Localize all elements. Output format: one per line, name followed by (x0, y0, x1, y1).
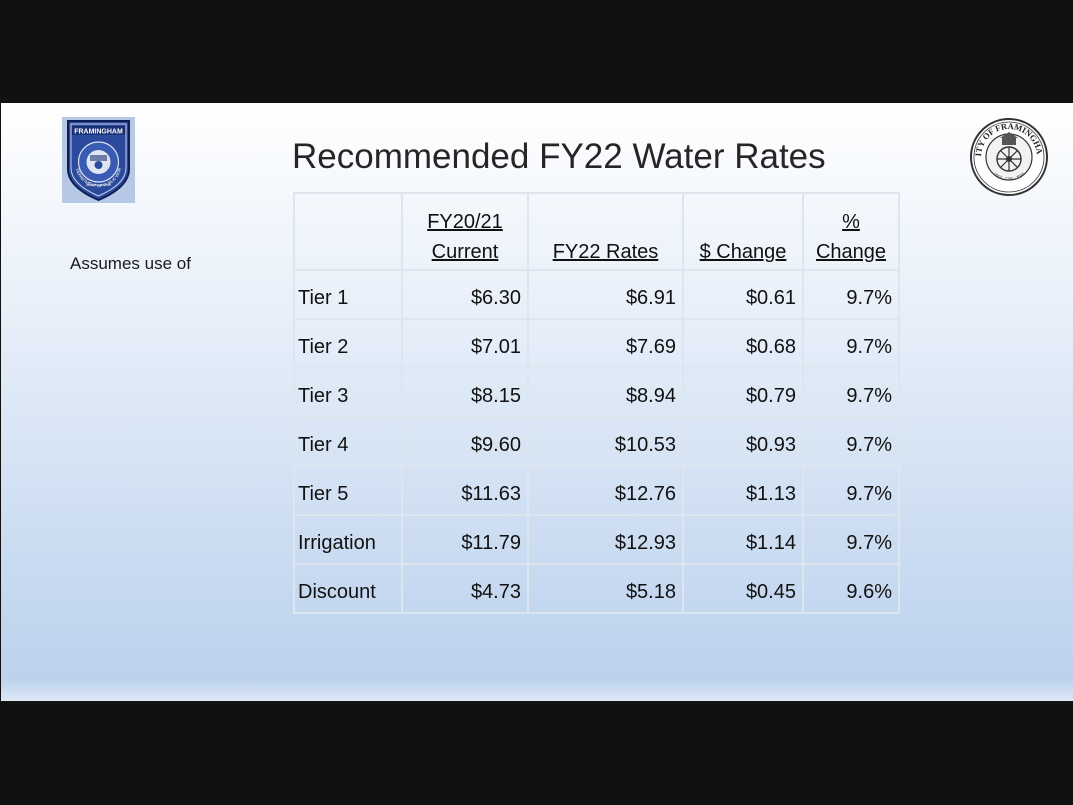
percent-change: 9.7% (802, 367, 900, 418)
current-rate: $9.60 (401, 416, 529, 467)
percent-change: 9.7% (802, 269, 900, 320)
row-label: Irrigation (293, 514, 403, 565)
table-row: Tier 4 $9.60 $10.53 $0.93 9.7% (293, 416, 900, 467)
fy22-rate: $10.53 (527, 416, 684, 467)
table-row: Tier 1 $6.30 $6.91 $0.61 9.7% (293, 269, 900, 320)
table-header-row: FY20/21 Current FY22 Rates $ Change % Ch… (293, 192, 900, 271)
dpw-badge-logo: FRAMINGHAM DEPARTMENT OF PUBLIC WORKS (62, 117, 135, 203)
current-rate: $7.01 (401, 318, 529, 369)
fy22-rate: $12.76 (527, 465, 684, 516)
badge-top-text: FRAMINGHAM (74, 129, 123, 136)
table-row: Tier 2 $7.01 $7.69 $0.68 9.7% (293, 318, 900, 369)
side-note: Assumes use of (70, 254, 191, 273)
row-label: Tier 2 (293, 318, 403, 369)
dollar-change: $0.68 (682, 318, 804, 369)
header-current: FY20/21 Current (401, 192, 529, 271)
fy22-rate: $12.93 (527, 514, 684, 565)
row-label: Discount (293, 563, 403, 614)
current-rate: $8.15 (401, 367, 529, 418)
header-dollar-change: $ Change (682, 192, 804, 271)
current-rate: $6.30 (401, 269, 529, 320)
table-row: Irrigation $11.79 $12.93 $1.14 9.7% (293, 514, 900, 565)
fy22-rate: $8.94 (527, 367, 684, 418)
percent-change: 9.7% (802, 465, 900, 516)
framingham-public-works-badge-icon: FRAMINGHAM DEPARTMENT OF PUBLIC WORKS (62, 117, 130, 202)
row-label: Tier 1 (293, 269, 403, 320)
dollar-change: $0.93 (682, 416, 804, 467)
row-label: Tier 4 (293, 416, 403, 467)
dollar-change: $1.13 (682, 465, 804, 516)
row-label: Tier 5 (293, 465, 403, 516)
percent-change: 9.7% (802, 514, 900, 565)
fy22-rate: $6.91 (527, 269, 684, 320)
dollar-change: $0.79 (682, 367, 804, 418)
fy22-rate: $7.69 (527, 318, 684, 369)
current-rate: $4.73 (401, 563, 529, 614)
dollar-change: $0.45 (682, 563, 804, 614)
header-fy22-rates: FY22 Rates (527, 192, 684, 271)
presentation-slide: FRAMINGHAM DEPARTMENT OF PUBLIC WORKS CI… (1, 103, 1073, 701)
fy22-rate: $5.18 (527, 563, 684, 614)
percent-change: 9.7% (802, 416, 900, 467)
slide-title: Recommended FY22 Water Rates (292, 137, 826, 176)
table-row: Discount $4.73 $5.18 $0.45 9.6% (293, 563, 900, 614)
rates-table: FY20/21 Current FY22 Rates $ Change % Ch… (293, 192, 900, 614)
table-row: Tier 3 $8.15 $8.94 $0.79 9.7% (293, 367, 900, 418)
current-rate: $11.63 (401, 465, 529, 516)
current-rate: $11.79 (401, 514, 529, 565)
city-of-framingham-seal-icon: CITY OF FRAMINGHAM 1653 · 1700 · 2018 (969, 117, 1048, 196)
dollar-change: $0.61 (682, 269, 804, 320)
percent-change: 9.6% (802, 563, 900, 614)
dollar-change: $1.14 (682, 514, 804, 565)
header-blank (293, 192, 403, 271)
row-label: Tier 3 (293, 367, 403, 418)
percent-change: 9.7% (802, 318, 900, 369)
header-percent-change: % Change (802, 192, 900, 271)
city-seal-logo: CITY OF FRAMINGHAM 1653 · 1700 · 2018 (969, 117, 1049, 197)
table-row: Tier 5 $11.63 $12.76 $1.13 9.7% (293, 465, 900, 516)
